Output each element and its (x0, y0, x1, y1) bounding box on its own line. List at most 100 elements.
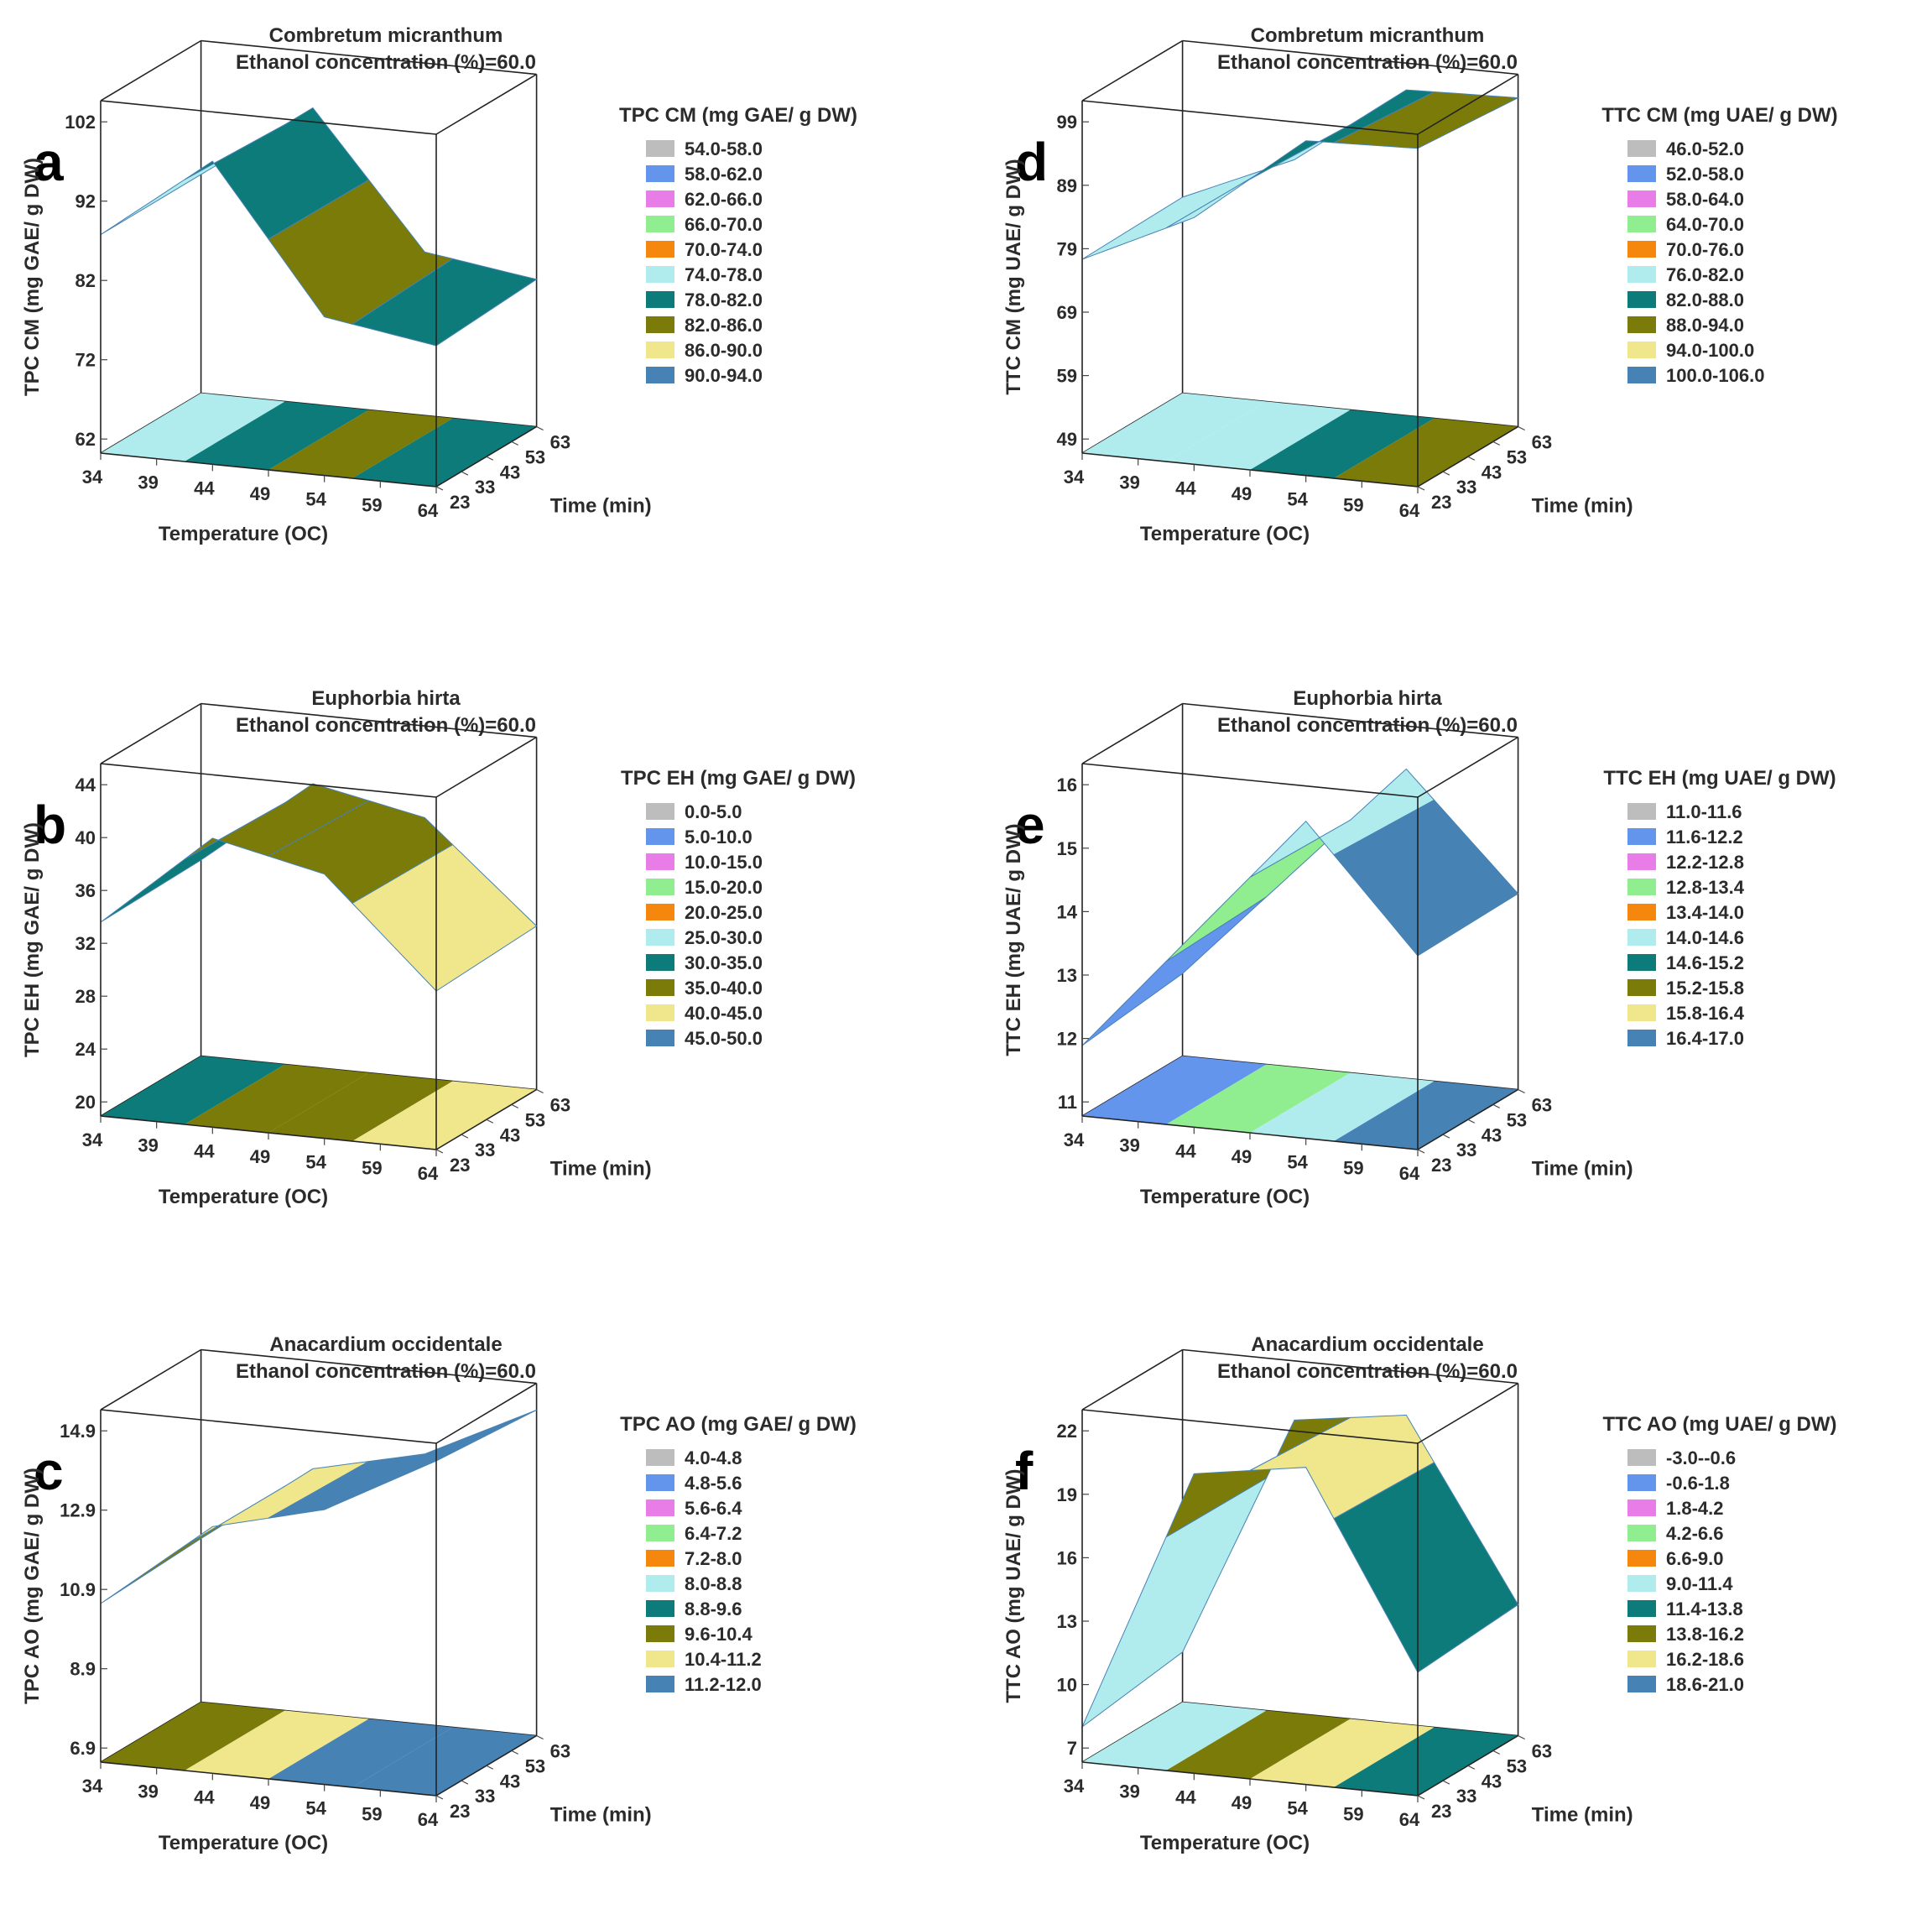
legend-swatch (646, 1625, 674, 1642)
box-edge (1081, 1409, 1419, 1444)
legend-swatch (646, 367, 674, 383)
legend-swatch (1627, 140, 1656, 157)
legend-item-label: 46.0-52.0 (1666, 138, 1744, 159)
y-tick-mark (1417, 1795, 1425, 1800)
y-tick-mark (486, 1765, 494, 1770)
y-tick-label: 23 (1431, 1801, 1451, 1822)
x-tick-label: 49 (1232, 1792, 1252, 1813)
x-tick-label: 59 (1343, 1157, 1363, 1178)
legend-item-label: 5.6-6.4 (685, 1498, 742, 1519)
y-tick-label: 43 (1482, 1124, 1502, 1145)
box-edge (1417, 736, 1519, 798)
x-tick-label: 64 (1399, 1809, 1420, 1830)
y-tick-mark (1442, 1780, 1450, 1785)
legend-swatch (1627, 190, 1656, 207)
z-tick-label: 15 (1057, 838, 1077, 859)
z-tick-label: 79 (1057, 238, 1077, 259)
panel-d: Combretum micranthum Ethanol concentratio… (1002, 24, 1838, 545)
legend-swatch (1627, 1676, 1656, 1692)
y-tick-mark (536, 1734, 544, 1740)
y-tick-label: 53 (525, 1755, 545, 1776)
legend-item-label: 82.0-88.0 (1666, 289, 1744, 310)
floor-contour-band (101, 393, 285, 462)
panel-e: Euphorbia hirta Ethanol concentration (%)… (1002, 687, 1836, 1208)
legend-swatch (646, 216, 674, 232)
legend-item-label: 9.6-10.4 (685, 1624, 752, 1645)
x-tick-label: 54 (305, 1152, 326, 1173)
y-tick-mark (461, 471, 469, 476)
legend-swatch (646, 291, 674, 308)
legend-item-label: 52.0-58.0 (1666, 164, 1744, 185)
legend-item-label: 15.0-20.0 (685, 877, 763, 898)
y-tick-label: 33 (475, 477, 495, 498)
chart-title: Anacardium occidentale (1251, 1333, 1483, 1356)
panel-label: c (34, 1441, 64, 1501)
y-tick-mark (1492, 1103, 1500, 1108)
z-tick-label: 20 (76, 1092, 96, 1113)
z-tick-label: 14 (1057, 901, 1078, 922)
legend-item-label: 9.0-11.4 (1666, 1573, 1733, 1594)
legend-swatch (1627, 1550, 1656, 1567)
legend-item-label: 86.0-90.0 (685, 340, 763, 361)
y-tick-label: 53 (1507, 1755, 1527, 1776)
box-edge (1182, 1348, 1518, 1385)
z-tick-label: 13 (1057, 965, 1077, 986)
z-tick-label: 40 (76, 827, 96, 848)
x-axis-label: Temperature (OC) (1140, 523, 1310, 545)
y-axis-label: Time (min) (1532, 1804, 1633, 1827)
x-tick-label: 34 (1064, 1776, 1085, 1797)
legend-item-label: 25.0-30.0 (685, 927, 763, 948)
floor-contour-band (352, 1727, 537, 1796)
legend-swatch (1627, 1575, 1656, 1592)
y-tick-label: 33 (1456, 1786, 1476, 1807)
legend-swatch (646, 879, 674, 895)
surface-contour-band (1081, 169, 1267, 260)
legend-item-label: 10.4-11.2 (685, 1649, 762, 1670)
z-tick-label: 36 (76, 880, 96, 901)
legend-swatch (646, 1030, 674, 1046)
legend-item-label: 14.0-14.6 (1666, 927, 1744, 948)
z-axis-label: TTC CM (mg UAE/ g DW) (1002, 159, 1025, 394)
legend-swatch (1627, 1625, 1656, 1642)
floor-contour-band (101, 1702, 285, 1771)
legend-swatch (646, 853, 674, 870)
z-axis-label: TPC EH (mg GAE/ g DW) (21, 822, 44, 1057)
y-tick-label: 63 (1532, 432, 1552, 453)
legend-swatch (1627, 1004, 1656, 1021)
y-tick-mark (435, 1795, 444, 1800)
legend-item-label: 40.0-45.0 (685, 1003, 763, 1024)
x-tick-label: 59 (362, 494, 382, 515)
legend-swatch (646, 1474, 674, 1491)
legend-item-label: 10.0-15.0 (685, 852, 763, 873)
legend-item-label: 74.0-78.0 (685, 264, 763, 285)
legend-item-label: 11.0-11.6 (1666, 801, 1742, 822)
floor-contour-band (1250, 1718, 1435, 1787)
y-tick-label: 43 (1482, 1771, 1502, 1791)
x-tick-label: 49 (250, 483, 270, 504)
legend-swatch (1627, 367, 1656, 383)
floor-contour-band (1166, 1064, 1351, 1133)
chart-title: Anacardium occidentale (269, 1333, 502, 1356)
floor-contour-band (1250, 1072, 1435, 1141)
legend-swatch (1627, 1651, 1656, 1667)
legend-item-label: 82.0-86.0 (685, 315, 763, 336)
legend-item-label: 70.0-76.0 (1666, 239, 1744, 260)
x-tick-label: 39 (138, 1135, 158, 1156)
legend-swatch (646, 342, 674, 358)
legend-item-label: 66.0-70.0 (685, 214, 763, 235)
legend-swatch (1627, 853, 1656, 870)
z-axis-label: TPC AO (mg GAE/ g DW) (21, 1468, 44, 1704)
x-tick-label: 34 (1064, 1129, 1085, 1150)
y-tick-label: 43 (1482, 462, 1502, 482)
floor-contour-band (1166, 1710, 1351, 1779)
floor-contour-band (101, 1056, 285, 1124)
y-tick-mark (1442, 1134, 1450, 1139)
y-tick-label: 23 (1431, 492, 1451, 513)
z-tick-label: 7 (1067, 1738, 1077, 1759)
x-tick-label: 44 (194, 477, 215, 498)
z-axis-label: TTC AO (mg UAE/ g DW) (1002, 1468, 1025, 1703)
legend-swatch (1627, 266, 1656, 283)
x-tick-label: 39 (1119, 472, 1139, 493)
floor-contour-band (268, 409, 453, 478)
